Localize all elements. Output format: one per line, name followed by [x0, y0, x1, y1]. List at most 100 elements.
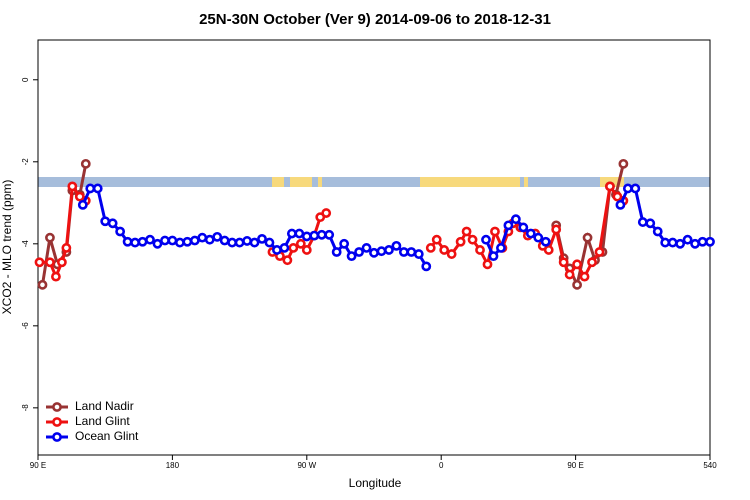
point: [510, 214, 521, 225]
point: [301, 231, 312, 242]
point: [475, 245, 485, 255]
legend-label: Land Glint: [75, 414, 130, 428]
point: [115, 226, 126, 237]
point: [288, 243, 299, 253]
point: [354, 247, 364, 257]
point: [295, 238, 306, 249]
point: [282, 255, 293, 266]
point: [490, 226, 500, 237]
point: [242, 236, 252, 246]
point: [482, 259, 493, 270]
point: [197, 232, 208, 243]
point: [56, 257, 67, 268]
point: [697, 236, 708, 247]
x-tick-label: 540: [703, 461, 717, 470]
point: [294, 228, 305, 239]
point: [425, 243, 436, 253]
y-tick-label: 0: [21, 77, 30, 82]
point: [376, 246, 387, 257]
point: [406, 247, 417, 257]
point: [551, 224, 562, 235]
point: [525, 228, 536, 239]
point: [446, 249, 457, 259]
point: [77, 199, 88, 210]
legend-marker: [52, 417, 62, 427]
point: [705, 236, 715, 247]
x-tick-label: 180: [166, 461, 180, 470]
point: [321, 208, 332, 218]
x-axis-label: Longitude: [349, 476, 402, 490]
point: [92, 183, 103, 194]
point: [286, 228, 297, 239]
point: [174, 237, 185, 248]
point: [605, 181, 615, 192]
point: [316, 229, 327, 240]
point: [167, 235, 178, 246]
point: [582, 232, 593, 243]
chart-title: 25N-30N October (Ver 9) 2014-09-06 to 20…: [199, 11, 551, 28]
point: [45, 257, 55, 268]
plot-frame: [37, 39, 711, 456]
point: [645, 218, 656, 229]
point: [249, 237, 260, 248]
point: [637, 217, 648, 227]
point: [615, 199, 626, 210]
point: [346, 251, 357, 262]
legend-marker: [52, 402, 62, 412]
point: [682, 234, 693, 245]
point: [618, 158, 629, 169]
point: [667, 237, 678, 248]
y-tick-label: -6: [21, 322, 30, 330]
point: [518, 222, 529, 233]
point: [189, 235, 200, 246]
point: [130, 237, 140, 248]
point: [279, 243, 290, 253]
point: [503, 220, 514, 231]
x-tick-label: 90 W: [297, 461, 316, 470]
point: [67, 181, 78, 192]
point: [543, 245, 554, 255]
point: [421, 261, 432, 272]
point: [51, 271, 61, 282]
point: [455, 236, 466, 247]
point: [160, 235, 170, 246]
point: [272, 245, 282, 255]
point: [331, 247, 342, 257]
point: [652, 226, 663, 237]
point: [122, 236, 133, 247]
point: [80, 158, 91, 169]
point: [369, 247, 379, 258]
point: [391, 240, 402, 251]
point: [61, 243, 72, 253]
point: [339, 238, 350, 249]
point: [579, 271, 590, 282]
point: [660, 237, 671, 248]
point: [540, 236, 551, 247]
point: [257, 233, 267, 244]
point: [204, 234, 215, 245]
y-axis-label: XCO2 - MLO trend (ppm): [0, 180, 14, 315]
legend-label: Ocean Glint: [75, 429, 139, 443]
point: [45, 232, 55, 243]
point: [413, 249, 424, 259]
x-tick-label: 90 E: [567, 461, 583, 470]
point: [461, 226, 472, 237]
point: [587, 257, 597, 268]
point: [100, 216, 111, 227]
point: [212, 231, 223, 242]
point: [309, 230, 320, 241]
legend-marker: [52, 432, 62, 442]
point: [182, 236, 193, 247]
point: [227, 237, 238, 248]
point: [234, 237, 245, 248]
point: [630, 183, 641, 194]
point: [34, 257, 45, 268]
point: [675, 238, 686, 249]
point: [533, 232, 544, 243]
point: [564, 269, 575, 280]
point: [572, 279, 582, 290]
point: [496, 243, 506, 253]
point: [467, 234, 478, 245]
legend-label: Land Nadir: [75, 399, 134, 413]
point: [107, 218, 118, 229]
